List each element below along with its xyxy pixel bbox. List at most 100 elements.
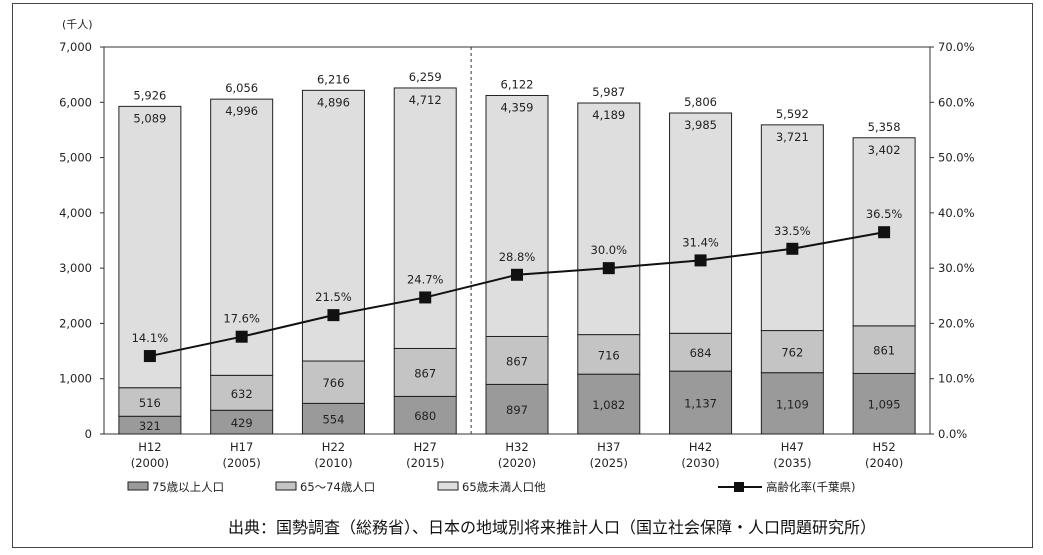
aging-rate-label: 30.0% <box>591 243 628 257</box>
y-left-tick-label: 4,000 <box>59 206 92 220</box>
data-label-total: 6,056 <box>225 81 258 95</box>
y-left-tick-label: 5,000 <box>59 151 92 165</box>
data-label-bar-under-65: 3,985 <box>684 118 717 132</box>
aging-rate-label: 31.4% <box>682 235 719 249</box>
bar-65-74 <box>393 347 457 397</box>
bar-under-65 <box>393 87 457 349</box>
x-tick-label: H12 <box>138 440 161 454</box>
y-left-tick-label: 0 <box>85 427 92 441</box>
y-left-tick-label: 1,000 <box>59 372 92 386</box>
source-citation: 出典：国勢調査（総務省）、日本の地域別将来推計人口（国立社会保障・人口問題研究所… <box>228 518 877 537</box>
legend-label-bar-under-65: 65歳未満人口他 <box>462 480 546 494</box>
y-right-tick-label: 0.0% <box>938 427 967 441</box>
data-label-total: 5,987 <box>592 85 625 99</box>
population-chart: 0 1,000 2,000 3,000 4,000 5,000 6,000 7,000 0.0%… <box>59 18 975 494</box>
y-right-tick-label: 40.0% <box>938 206 975 220</box>
bar-75-plus <box>393 395 457 435</box>
aging-rate-marker <box>327 309 340 322</box>
data-label-bar-65-74: 867 <box>506 354 528 368</box>
data-label-bar-65-74: 516 <box>139 396 161 410</box>
legend-swatch-bar-65-74 <box>275 481 297 491</box>
chart-frame <box>12 3 1033 548</box>
data-label-bar-65-74: 867 <box>414 366 436 380</box>
y-left-tick-label: 7,000 <box>59 40 92 54</box>
aging-rate-label: 28.8% <box>499 250 536 264</box>
bar-under-65 <box>118 105 182 389</box>
data-label-total: 5,358 <box>868 120 901 134</box>
x-tick-year-label: (2000) <box>131 456 169 470</box>
y-right-tick-label: 10.0% <box>938 372 975 386</box>
bar-75-plus <box>301 402 365 435</box>
data-label-bar-75-plus: 1,137 <box>684 397 717 411</box>
y-left-tick-label: 2,000 <box>59 316 92 330</box>
bar-under-65 <box>760 124 824 332</box>
x-tick-label: H32 <box>505 440 528 454</box>
data-label-total: 5,926 <box>133 88 166 102</box>
y-right-tick-label: 60.0% <box>938 95 975 109</box>
y-left-tick-label: 6,000 <box>59 95 92 109</box>
data-label-total: 6,216 <box>317 72 350 86</box>
bar-65-74 <box>852 325 916 374</box>
aging-rate-label: 14.1% <box>132 331 169 345</box>
y-left-unit-label: (千人) <box>62 18 93 31</box>
bar-65-74 <box>210 374 274 411</box>
bar-under-65 <box>210 98 274 376</box>
x-tick-year-label: (2020) <box>498 456 536 470</box>
y-right-tick-label: 70.0% <box>938 40 975 54</box>
x-tick-year-label: (2015) <box>406 456 444 470</box>
aging-rate-marker <box>511 268 523 281</box>
x-tick-label: H17 <box>230 440 253 454</box>
aging-rate-marker <box>786 242 799 255</box>
legend-swatch-bar-under-65 <box>437 481 459 491</box>
data-label-bar-75-plus: 1,095 <box>868 398 901 412</box>
data-label-bar-75-plus: 429 <box>231 416 253 430</box>
bar-65-74 <box>118 387 182 417</box>
bar-75-plus <box>669 370 733 435</box>
data-label-bar-under-65: 5,089 <box>133 111 166 125</box>
data-label-bar-75-plus: 897 <box>506 403 528 417</box>
y-right-tick-label: 50.0% <box>938 151 975 165</box>
bar-75-plus <box>577 373 641 435</box>
x-tick-label: H37 <box>597 440 620 454</box>
bar-75-plus <box>485 383 549 435</box>
x-tick-label: H27 <box>414 440 437 454</box>
x-tick-year-label: (2025) <box>590 456 628 470</box>
bar-65-74 <box>577 334 641 375</box>
aging-rate-label: 33.5% <box>774 224 811 238</box>
aging-rate-label: 36.5% <box>866 207 903 221</box>
legend-label-bar-65-74: 65～74歳人口 <box>300 480 375 494</box>
data-label-bar-under-65: 3,721 <box>776 130 809 144</box>
aging-rate-marker <box>143 350 156 363</box>
bar-under-65 <box>669 112 733 334</box>
data-label-bar-75-plus: 321 <box>139 419 161 433</box>
bar-under-65 <box>485 94 549 337</box>
x-tick-label: H22 <box>322 440 345 454</box>
data-label-total: 6,259 <box>409 70 442 84</box>
bar-75-plus <box>760 372 824 435</box>
aging-rate-label: 17.6% <box>223 312 260 326</box>
bar-65-74 <box>669 332 733 372</box>
aging-rate-marker <box>602 262 615 275</box>
x-tick-label: H52 <box>872 440 895 454</box>
aging-rate-marker <box>878 226 891 239</box>
bar-65-74 <box>485 335 549 385</box>
data-label-bar-65-74: 766 <box>322 376 344 390</box>
data-label-total: 6,122 <box>501 78 534 92</box>
legend-swatch-marker <box>734 482 744 492</box>
data-label-bar-65-74: 684 <box>690 346 712 360</box>
x-tick-label: H47 <box>781 440 804 454</box>
data-label-bar-65-74: 716 <box>598 348 620 362</box>
bar-under-65 <box>577 102 641 336</box>
legend-label-aging-rate: 高齢化率(千葉県) <box>766 480 855 494</box>
data-label-bar-under-65: 4,359 <box>501 100 534 114</box>
y-right-tick-label: 30.0% <box>938 261 975 275</box>
x-tick-label: H42 <box>689 440 712 454</box>
data-label-bar-65-74: 762 <box>781 346 803 360</box>
data-label-bar-75-plus: 1,109 <box>776 397 809 411</box>
x-tick-year-label: (2030) <box>681 456 719 470</box>
aging-rate-marker <box>235 330 248 343</box>
aging-rate-marker <box>419 291 432 304</box>
data-label-bar-under-65: 3,402 <box>868 143 901 157</box>
data-label-bar-75-plus: 680 <box>414 409 436 423</box>
data-label-bar-75-plus: 554 <box>322 413 344 427</box>
